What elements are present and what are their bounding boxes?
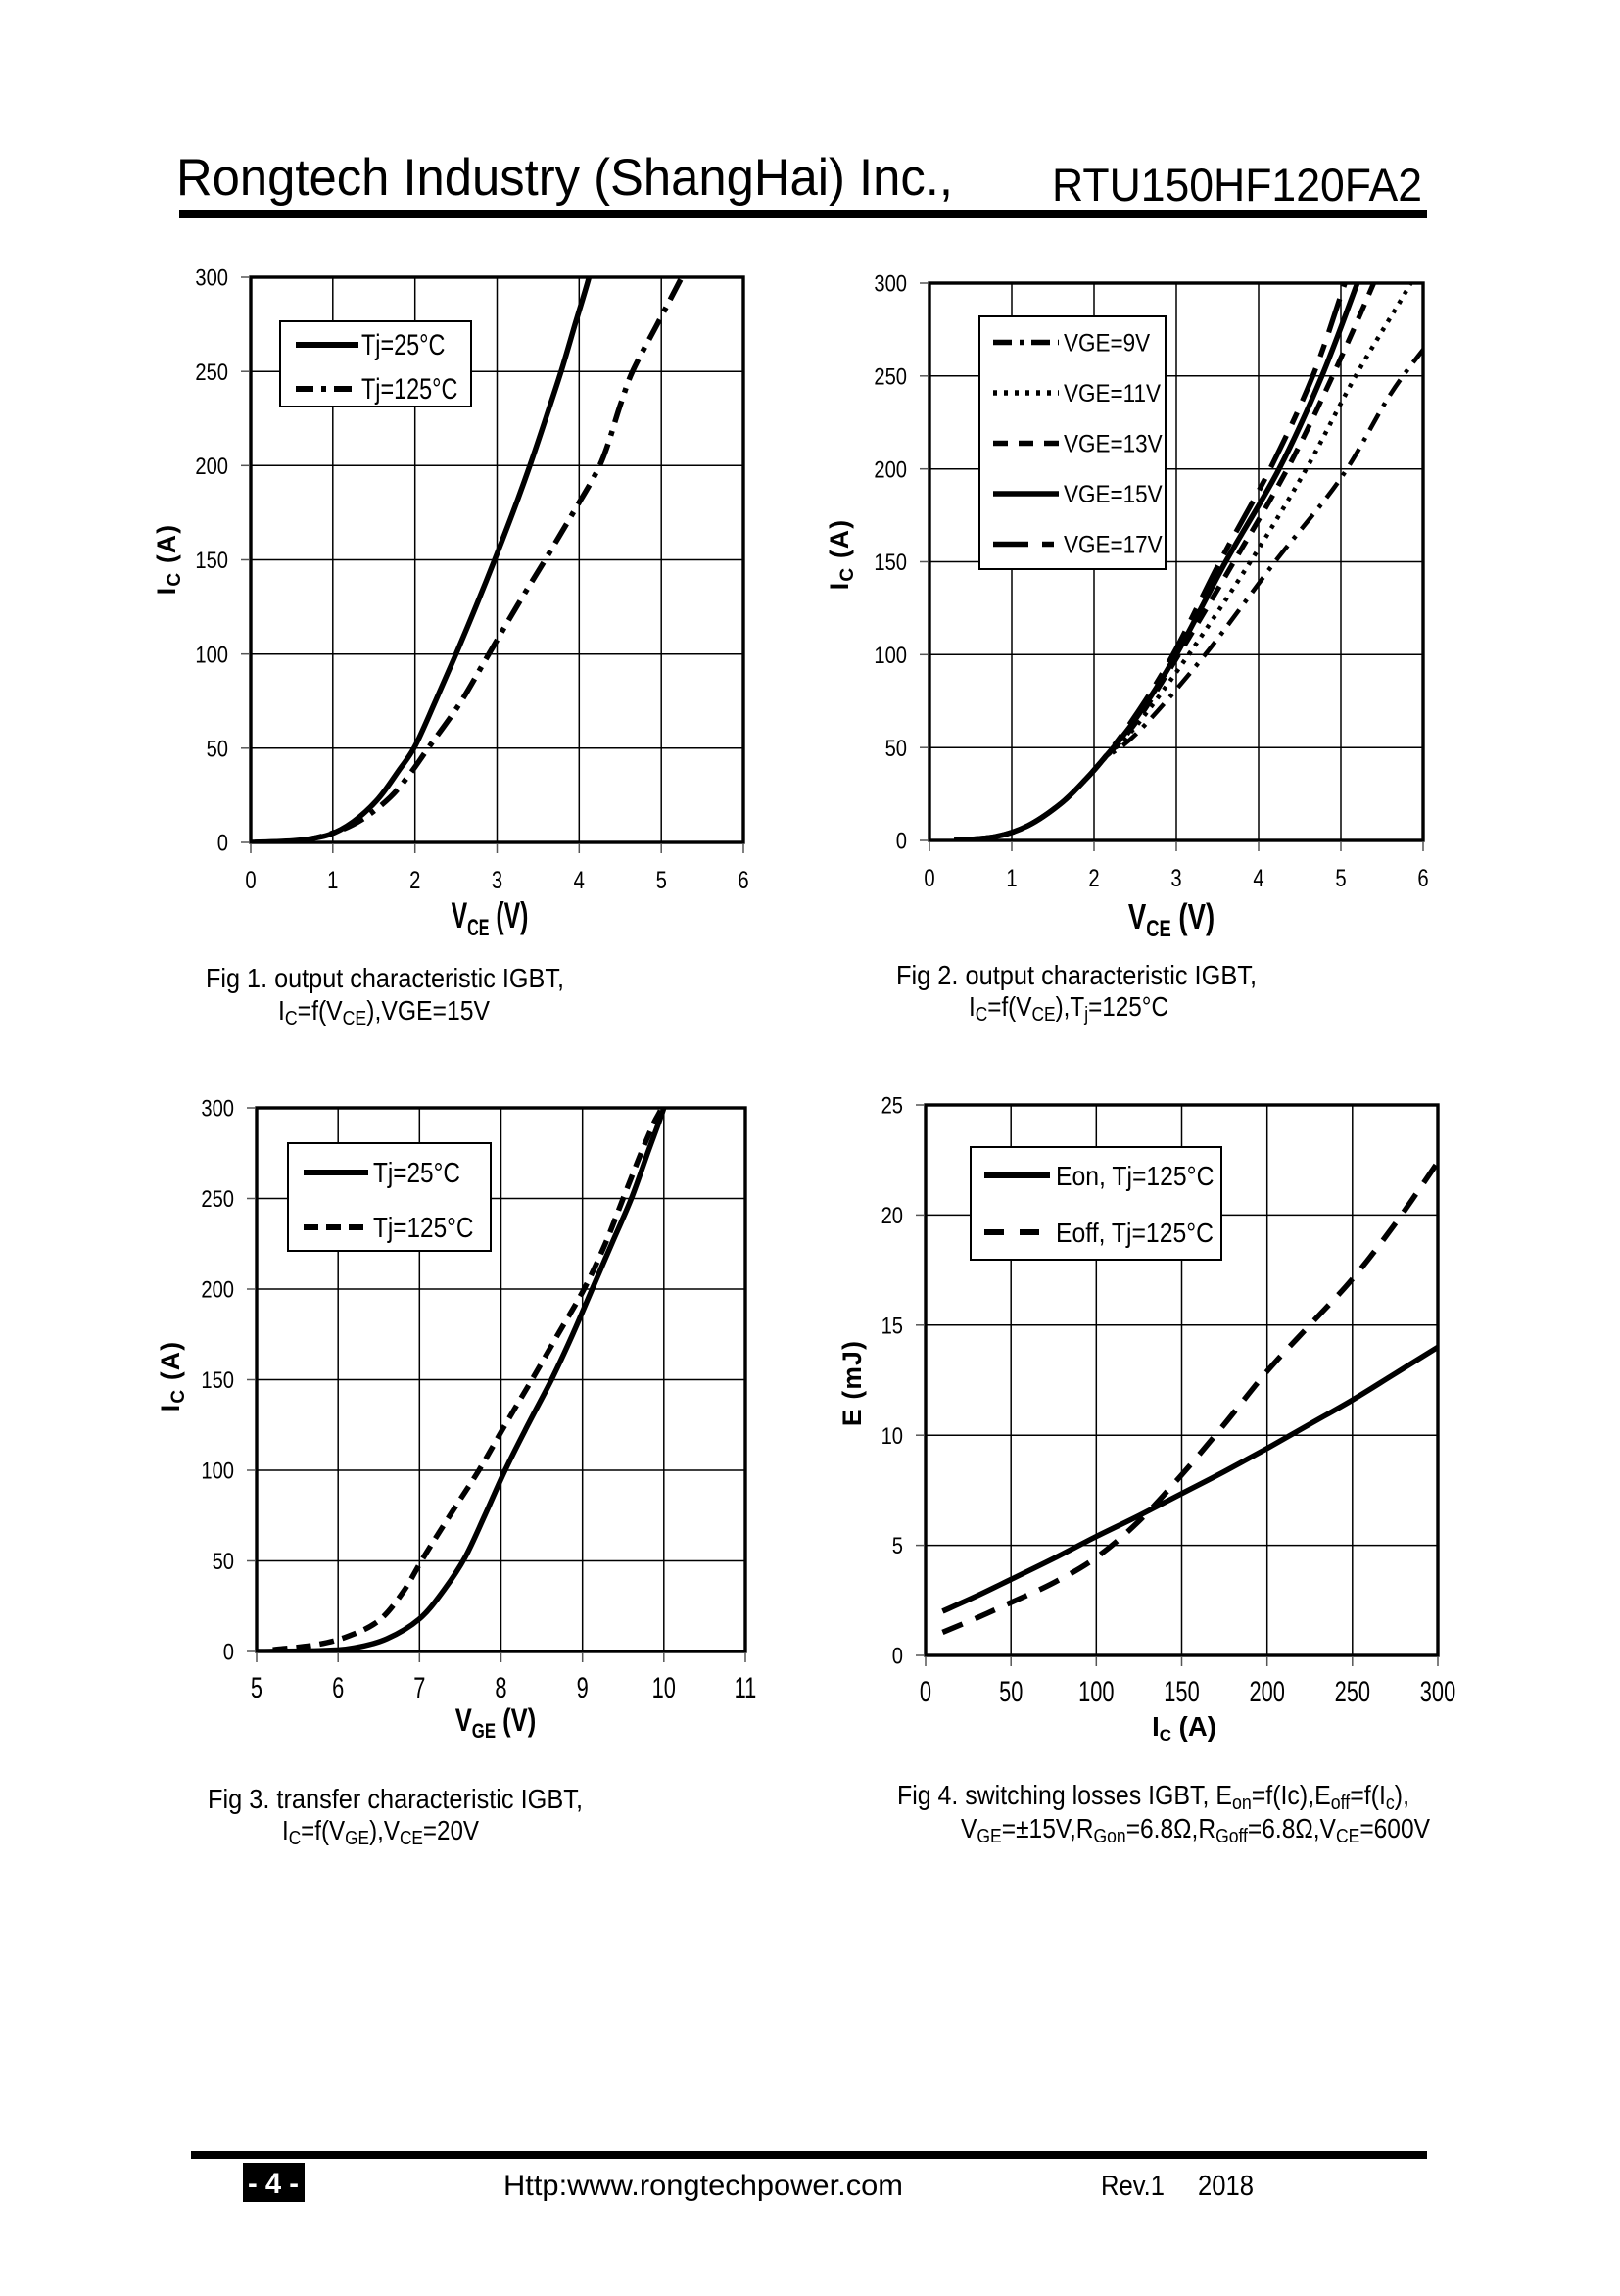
svg-text:Tj=125°C: Tj=125°C bbox=[361, 372, 457, 405]
svg-text:VCE​ (V): VCE​ (V) bbox=[1128, 896, 1215, 941]
svg-text:50: 50 bbox=[213, 1548, 234, 1574]
svg-text:Fig 4. switching losses IGBT,: Fig 4. switching losses IGBT, Eon​=f(Ic)… bbox=[897, 1780, 1409, 1814]
svg-text:10: 10 bbox=[652, 1673, 676, 1704]
svg-text:Fig 3. transfer characteristic: Fig 3. transfer characteristic IGBT, bbox=[208, 1784, 583, 1814]
svg-text:2018: 2018 bbox=[1198, 2171, 1254, 2202]
svg-text:300: 300 bbox=[874, 270, 907, 297]
svg-text:Tj=25°C: Tj=25°C bbox=[373, 1157, 460, 1188]
svg-text:IC​ (A): IC​ (A) bbox=[1152, 1711, 1216, 1745]
svg-text:300: 300 bbox=[195, 264, 228, 291]
svg-text:VGE​=±15V,RGon​=6.8Ω,RGoff​=6.: VGE​=±15V,RGon​=6.8Ω,RGoff​=6.8Ω,VCE​=60… bbox=[961, 1813, 1430, 1847]
svg-text:150: 150 bbox=[1164, 1677, 1199, 1708]
svg-text:5: 5 bbox=[892, 1533, 903, 1559]
svg-text:VGE=11V: VGE=11V bbox=[1064, 380, 1161, 407]
svg-text:6: 6 bbox=[1417, 864, 1428, 892]
svg-text:VGE=9V: VGE=9V bbox=[1064, 329, 1150, 357]
svg-text:Fig 1. output characteristic I: Fig 1. output characteristic IGBT, bbox=[206, 963, 564, 993]
svg-text:10: 10 bbox=[881, 1422, 903, 1449]
svg-text:0: 0 bbox=[892, 1643, 903, 1669]
svg-text:150: 150 bbox=[195, 547, 228, 573]
svg-text:Rongtech Industry (ShangHai) I: Rongtech Industry (ShangHai) Inc., bbox=[176, 149, 953, 207]
svg-text:25: 25 bbox=[881, 1092, 903, 1119]
svg-text:200: 200 bbox=[195, 453, 228, 479]
svg-text:2: 2 bbox=[409, 866, 420, 894]
svg-text:250: 250 bbox=[874, 363, 907, 390]
svg-text:250: 250 bbox=[201, 1185, 234, 1212]
svg-text:E (mJ): E (mJ) bbox=[837, 1340, 867, 1426]
svg-text:11: 11 bbox=[735, 1673, 757, 1704]
svg-text:100: 100 bbox=[1078, 1677, 1114, 1708]
svg-text:3: 3 bbox=[492, 866, 502, 894]
svg-text:50: 50 bbox=[207, 736, 228, 762]
svg-text:IC​ (A): IC​ (A) bbox=[152, 524, 185, 595]
svg-text:100: 100 bbox=[195, 642, 228, 668]
svg-text:15: 15 bbox=[881, 1313, 903, 1339]
svg-text:100: 100 bbox=[201, 1458, 234, 1484]
svg-text:IC​=f(VGE​),VCE​=20V: IC​=f(VGE​),VCE​=20V bbox=[282, 1815, 479, 1849]
svg-text:Eon, Tj=125°C: Eon, Tj=125°C bbox=[1056, 1161, 1214, 1192]
svg-text:VGE​ (V): VGE​ (V) bbox=[455, 1703, 537, 1743]
svg-text:5: 5 bbox=[656, 866, 667, 894]
svg-text:300: 300 bbox=[201, 1095, 234, 1122]
svg-text:8: 8 bbox=[495, 1673, 506, 1704]
svg-text:0: 0 bbox=[924, 864, 934, 892]
svg-text:1: 1 bbox=[1006, 864, 1017, 892]
svg-text:IC​ (A): IC​ (A) bbox=[825, 519, 858, 590]
svg-text:200: 200 bbox=[874, 456, 907, 483]
svg-text:0: 0 bbox=[217, 830, 228, 856]
svg-text:IC​=f(VCE​),Tj​=125°C: IC​=f(VCE​),Tj​=125°C bbox=[969, 991, 1168, 1026]
svg-text:250: 250 bbox=[195, 359, 228, 385]
svg-text:20: 20 bbox=[881, 1202, 903, 1228]
svg-text:IC​ (A): IC​ (A) bbox=[156, 1341, 189, 1411]
svg-text:Rev.1: Rev.1 bbox=[1101, 2171, 1165, 2202]
svg-text:4: 4 bbox=[574, 866, 585, 894]
svg-text:7: 7 bbox=[413, 1673, 425, 1704]
svg-text:200: 200 bbox=[201, 1276, 234, 1303]
svg-text:100: 100 bbox=[874, 642, 907, 668]
svg-text:9: 9 bbox=[577, 1673, 589, 1704]
svg-text:1: 1 bbox=[327, 866, 338, 894]
svg-text:Fig 2. output characteristic I: Fig 2. output characteristic IGBT, bbox=[896, 960, 1257, 990]
svg-text:300: 300 bbox=[1420, 1677, 1455, 1708]
svg-text:5: 5 bbox=[251, 1673, 262, 1704]
svg-text:200: 200 bbox=[1249, 1677, 1284, 1708]
svg-text:0: 0 bbox=[223, 1639, 234, 1665]
svg-text:VGE=17V: VGE=17V bbox=[1064, 531, 1163, 558]
svg-text:3: 3 bbox=[1170, 864, 1181, 892]
svg-text:Http:www.rongtechpower.com: Http:www.rongtechpower.com bbox=[503, 2170, 903, 2202]
svg-text:IC​=f(VCE​),VGE=15V: IC​=f(VCE​),VGE=15V bbox=[278, 995, 490, 1029]
svg-text:0: 0 bbox=[920, 1677, 931, 1708]
svg-text:5: 5 bbox=[1335, 864, 1346, 892]
svg-text:6: 6 bbox=[738, 866, 748, 894]
svg-text:150: 150 bbox=[874, 549, 907, 575]
svg-text:0: 0 bbox=[245, 866, 256, 894]
svg-text:VCE​ (V): VCE​ (V) bbox=[452, 894, 529, 941]
svg-text:4: 4 bbox=[1253, 864, 1263, 892]
svg-text:Tj=25°C: Tj=25°C bbox=[361, 328, 445, 360]
svg-text:50: 50 bbox=[999, 1677, 1023, 1708]
svg-text:Tj=125°C: Tj=125°C bbox=[373, 1212, 473, 1243]
svg-text:VGE=15V: VGE=15V bbox=[1064, 481, 1163, 508]
svg-text:Eoff, Tj=125°C: Eoff, Tj=125°C bbox=[1056, 1218, 1214, 1249]
svg-text:- 4 -: - 4 - bbox=[248, 2168, 299, 2200]
svg-text:250: 250 bbox=[1335, 1677, 1370, 1708]
svg-text:VGE=13V: VGE=13V bbox=[1064, 430, 1163, 457]
svg-text:150: 150 bbox=[201, 1366, 234, 1393]
svg-text:RTU150HF120FA2: RTU150HF120FA2 bbox=[1052, 159, 1422, 211]
svg-text:2: 2 bbox=[1088, 864, 1099, 892]
svg-text:0: 0 bbox=[896, 828, 907, 854]
svg-text:6: 6 bbox=[332, 1673, 344, 1704]
svg-text:50: 50 bbox=[885, 735, 907, 761]
